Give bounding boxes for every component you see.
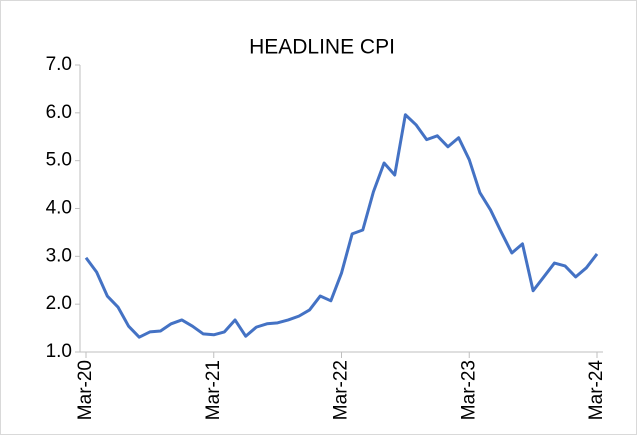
- x-tick-label: Mar-22: [331, 360, 352, 420]
- line-series: [84, 113, 599, 339]
- x-tick-label: Mar-20: [75, 360, 96, 420]
- y-tick-label: 5.0: [46, 150, 72, 171]
- y-tick-label: 2.0: [46, 293, 72, 314]
- y-tick-label: 7.0: [46, 54, 72, 75]
- y-tick-label: 6.0: [46, 102, 72, 123]
- x-tick-label: Mar-23: [458, 360, 479, 420]
- y-tick-label: 1.0: [46, 341, 72, 362]
- chart-title: HEADLINE CPI: [249, 36, 395, 59]
- y-tick-label: 3.0: [46, 245, 72, 266]
- x-tick-label: Mar-24: [586, 360, 607, 421]
- x-tick-label: Mar-21: [203, 360, 224, 420]
- y-tick-label: 4.0: [46, 198, 72, 219]
